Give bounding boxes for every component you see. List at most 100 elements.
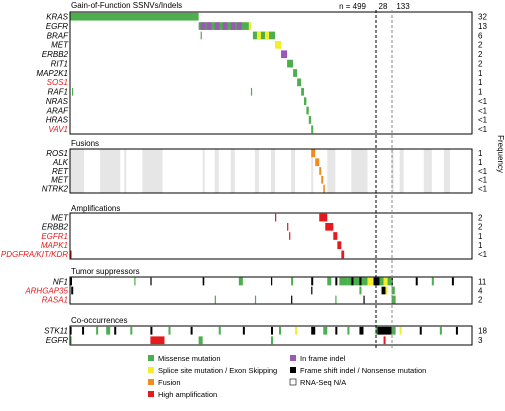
gene-frequency-ts-rasa1: 2: [478, 295, 483, 304]
gene-label-gof-hras: HRAS: [46, 116, 69, 125]
gene-frequency-fus-alk: 1: [478, 158, 483, 167]
event-mark-arhgap35: [311, 286, 313, 295]
panel-frame-amp: [69, 212, 473, 260]
rna-seq-na-band: [311, 149, 314, 193]
event-mark-nf1: [238, 277, 243, 286]
gene-frequency-gof-vav1: <1: [478, 125, 488, 134]
gene-label-co-egfr: EGFR: [46, 336, 68, 345]
gene-frequency-amp-erbb2: 2: [478, 223, 483, 232]
gene-label-gof-rit1: RIT1: [51, 59, 68, 68]
rna-seq-na-band: [254, 149, 259, 193]
gene-frequency-gof-araf: <1: [478, 106, 488, 115]
rna-seq-na-band: [230, 149, 235, 193]
gene-frequency-amp-egfr1: 1: [478, 232, 483, 241]
legend-swatch-inframe: [290, 355, 296, 361]
rna-seq-na-bands: [70, 149, 450, 193]
gene-label-fus-ntrk2: NTRK2: [42, 184, 69, 193]
legend-label-missense: Missense mutation: [158, 354, 221, 363]
event-mark: [289, 232, 291, 240]
gene-label-fus-alk: ALK: [52, 158, 69, 167]
gene-frequency-gof-egfr: 13: [478, 22, 487, 31]
event-mark-egfr-indel: [214, 22, 220, 30]
event-mark-rasa1: [291, 295, 293, 304]
legend-swatch-na: [289, 378, 297, 386]
gene-frequency-ts-arhgap35: 4: [478, 286, 483, 295]
gene-frequency-gof-raf1: 1: [478, 88, 483, 97]
event-mark-stk11: [335, 326, 338, 335]
event-mark-egfr-splice: [248, 22, 252, 30]
rna-seq-na-band: [423, 149, 432, 193]
sample-count-mid: 28: [379, 2, 388, 11]
gene-label-amp-mapk1: MAPK1: [41, 241, 68, 250]
legend-label-splice: Splice site mutation / Exon Skipping: [158, 366, 277, 375]
event-mark: [256, 31, 261, 40]
gene-label-amp-egfr1: EGFR1: [41, 232, 68, 241]
event-mark-met-amp: [319, 213, 328, 222]
event-mark-ntrk2-fusion: [323, 184, 325, 193]
rna-seq-na-band: [327, 149, 336, 193]
gene-label-fus-ret: RET: [52, 167, 69, 176]
legend-swatch-fusion: [148, 379, 154, 385]
event-mark-egfr-co: [198, 336, 203, 345]
panel-frame-ts: [69, 276, 473, 305]
event-mark-rasa1: [214, 295, 216, 304]
event-mark-egfr-indel: [236, 22, 242, 30]
event-mark: [200, 31, 202, 40]
event-mark-nf1: [383, 277, 388, 286]
legend-swatch-missense: [148, 355, 154, 361]
event-mark-raf1: [301, 87, 304, 96]
rna-seq-na-band: [142, 149, 163, 193]
event-mark-met-fusion: [321, 175, 324, 184]
event-mark-nf1: [134, 277, 136, 286]
gene-label-gof-nras: NRAS: [46, 97, 69, 106]
gene-label-ts-arhgap35: ARHGAP35: [24, 286, 68, 295]
gene-frequency-gof-map2k1: 1: [478, 69, 483, 78]
event-mark-nf1: [431, 277, 434, 286]
gene-label-gof-sos1: SOS1: [47, 78, 68, 87]
event-mark-stk11: [168, 326, 171, 335]
event-mark: [250, 87, 253, 96]
event-mark-sos1: [297, 78, 302, 87]
legend-swatch-splice: [148, 367, 154, 373]
event-mark-hras: [308, 116, 312, 124]
gene-frequency-gof-braf: 6: [478, 31, 483, 40]
event-mark-stk11: [359, 326, 364, 335]
legend-label-inframe: In frame indel: [300, 354, 346, 363]
event-mark-rasa1: [391, 295, 396, 304]
panel-frame-co: [69, 325, 473, 346]
event-mark: [264, 31, 269, 40]
event-mark-stk11: [114, 326, 117, 335]
event-mark-nf1: [415, 277, 418, 286]
gene-frequency-gof-rit1: 2: [478, 59, 483, 68]
event-mark-egfr-indel: [222, 22, 228, 30]
event-mark-egfr-indel: [230, 22, 236, 30]
rna-seq-na-band: [443, 149, 450, 193]
rna-seq-na-band: [399, 149, 404, 193]
legend-swatch-frameshift: [290, 367, 296, 373]
legend: Missense mutation In frame indel Splice si…: [148, 354, 426, 399]
event-mark-stk11: [106, 326, 111, 335]
event-mark-stk11: [391, 326, 396, 335]
event-mark: [341, 250, 345, 259]
gene-frequency-ts-nf1: 11: [478, 277, 487, 286]
rna-seq-na-band: [124, 149, 127, 193]
legend-label-na: RNA-Seq N/A: [300, 378, 346, 387]
gene-frequency-amp-met: 2: [478, 213, 483, 222]
event-mark-nf1: [347, 277, 368, 286]
event-mark-stk11: [130, 326, 133, 335]
event-mark-nf1: [351, 277, 354, 286]
event-mark: [72, 87, 74, 96]
event-mark-nf1: [373, 277, 380, 286]
rna-seq-na-band: [202, 149, 205, 193]
gene-frequency-gof-sos1: 1: [478, 78, 483, 87]
panel-frame-fus: [69, 148, 473, 194]
event-mark-vav1: [311, 125, 314, 134]
event-mark-ret-fusion: [319, 167, 322, 175]
event-mark-map2k1: [293, 69, 298, 77]
gene-label-gof-erbb2: ERBB2: [42, 50, 69, 59]
event-mark-arhgap35: [385, 286, 388, 295]
event-mark-nf1: [359, 277, 362, 286]
gene-label-ts-rasa1: RASA1: [42, 295, 68, 304]
event-mark-stk11: [455, 326, 458, 335]
event-mark-nf1: [271, 277, 273, 286]
